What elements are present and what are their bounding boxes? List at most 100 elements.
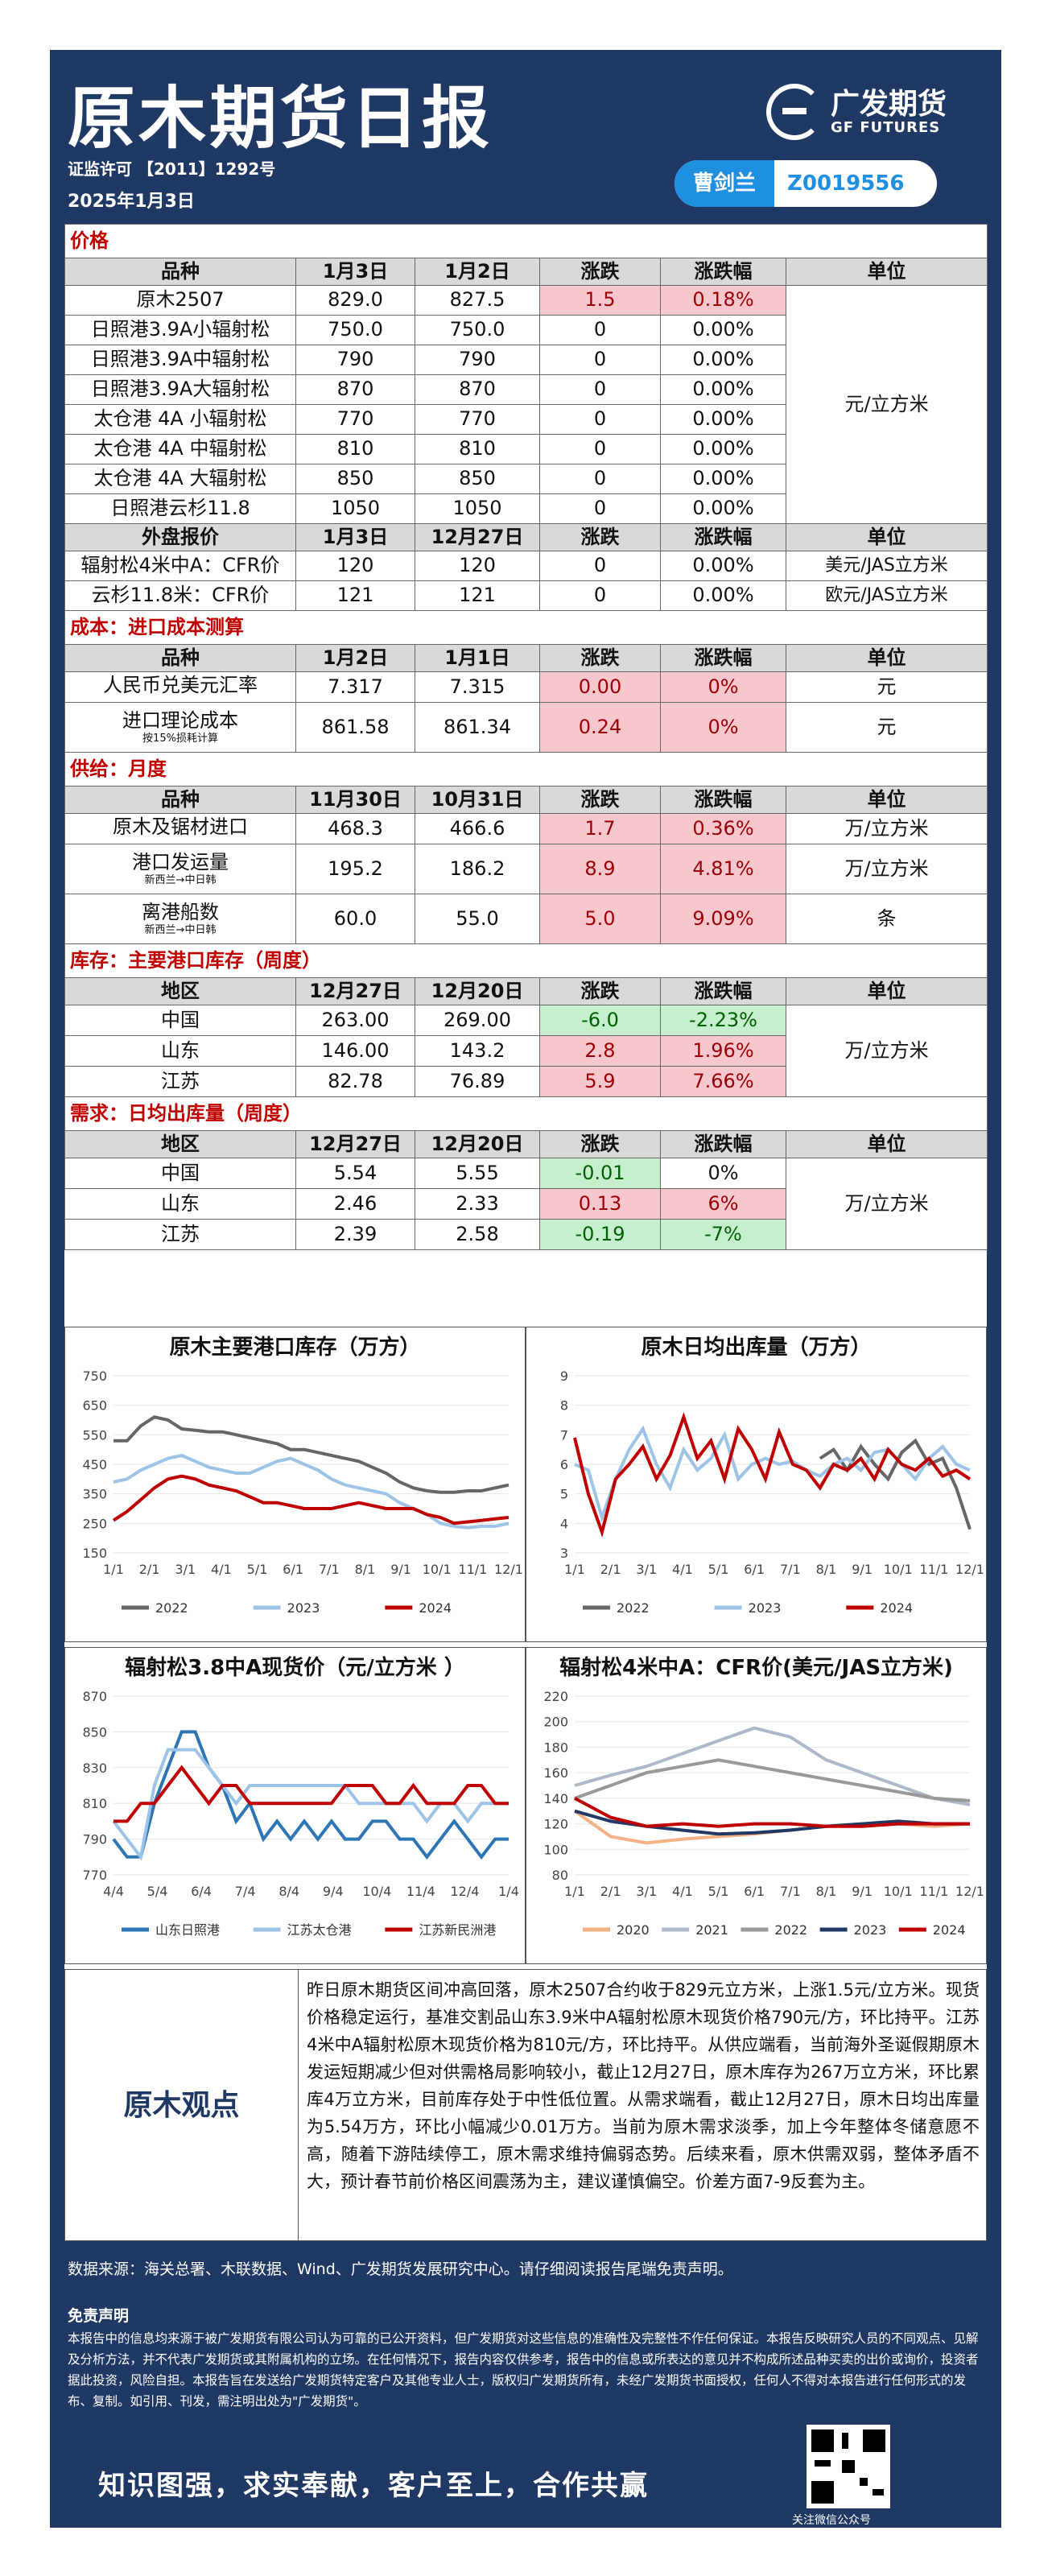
table-cell: 55.0 [415, 894, 540, 944]
analyst-id: Z0019556 [787, 171, 905, 196]
table-header-row: 品种 11月30日 10月31日 涨跌 涨跌幅 单位 [64, 786, 988, 814]
table-cell: 0.00% [660, 580, 786, 611]
table-cell: 0.00% [660, 493, 786, 524]
table-cell: 0.00% [660, 464, 786, 494]
x-tick-label: 2/1 [139, 1562, 160, 1577]
table-cell: 港口发运量 新西兰→中日韩 [64, 844, 296, 894]
chart-daily-outbound: 原木日均出库量（万方） 3 4 5 6 7 8 9 1/1 2/1 3/1 4/1 5/1 6/1 7/1… [526, 1327, 987, 1642]
x-tick-label: 6/1 [744, 1884, 765, 1899]
table-row: 中国 5.54 5.55 -0.01 0% 万/立方米 [64, 1158, 988, 1250]
x-tick-label: 11/1 [919, 1884, 948, 1899]
table-cell: 2.46 [295, 1188, 415, 1220]
table-cell: 143.2 [415, 1035, 540, 1067]
table-cell: 861.34 [415, 702, 540, 753]
table-cell: 离港船数 新西兰→中日韩 [64, 894, 296, 944]
section-header-row: 价格 [64, 224, 988, 258]
x-tick-label: 1/1 [103, 1562, 124, 1577]
y-tick-label: 450 [82, 1457, 107, 1472]
y-tick-label: 80 [552, 1868, 568, 1883]
table-cell: 0.00% [660, 374, 786, 405]
x-tick-label: 8/1 [816, 1884, 837, 1899]
y-tick-label: 4 [560, 1516, 568, 1531]
table-cell: 0.18% [660, 285, 786, 316]
table-cell: 468.3 [295, 813, 415, 844]
table-cell: 品种 [64, 258, 296, 286]
table-cell: 万/立方米 [785, 844, 988, 894]
legend-label: 江苏新民洲港 [419, 1922, 496, 1938]
table-header-row: 外盘报价 1月3日 12月27日 涨跌 涨跌幅 单位 [64, 523, 988, 551]
table-cell: 770 [295, 404, 415, 435]
table-cell: 2.39 [295, 1219, 415, 1250]
table-cell: 2.58 [415, 1219, 540, 1250]
table-cell: 0 [539, 551, 661, 581]
table-cell: 0.13 [539, 1188, 661, 1220]
table-cell: 0 [539, 493, 661, 524]
table-cell: 0 [539, 374, 661, 405]
table-cell: 涨跌幅 [660, 786, 786, 814]
table-cell: 9.09% [660, 894, 786, 944]
x-tick-label: 8/4 [278, 1884, 299, 1899]
x-tick-label: 5/1 [708, 1884, 729, 1899]
series-line-山东日照港 [112, 1730, 509, 1860]
series-line-2024 [574, 1797, 970, 1828]
table-row: 港口发运量 新西兰→中日韩 195.2 186.2 8.9 4.81% 万/立方米 [64, 844, 988, 894]
table-cell: 0.00% [660, 551, 786, 581]
table-cell: 121 [295, 580, 415, 611]
table-row: 太仓港 4A 小辐射松 770 770 0 0.00% [64, 404, 988, 435]
x-tick-label: 11/4 [406, 1884, 435, 1899]
table-cell: 单位 [785, 258, 988, 286]
x-tick-label: 11/1 [919, 1562, 948, 1577]
table-header-row: 品种 1月2日 1月1日 涨跌 涨跌幅 单位 [64, 644, 988, 672]
table-cell: 0.36% [660, 813, 786, 844]
table-cell: 11月30日 [295, 786, 415, 814]
y-tick-label: 160 [543, 1765, 568, 1781]
x-tick-label: 1/4 [498, 1884, 519, 1899]
table-cell: 0.00 [539, 671, 661, 703]
report-date: 2025年1月3日 [68, 192, 195, 212]
legend-label: 2024 [880, 1600, 913, 1616]
x-tick-label: 10/1 [423, 1562, 452, 1577]
table-cell: 2.8 [539, 1035, 661, 1067]
gf-futures-logo: 广发期货 GF FUTURES [766, 74, 976, 163]
table-cell: 120 [295, 551, 415, 581]
section-header-row: 库存：主要港口库存（周度） [64, 943, 988, 978]
section-title: 供给：月度 [64, 752, 988, 786]
y-tick-label: 350 [82, 1487, 107, 1502]
x-tick-label: 3/1 [636, 1562, 657, 1577]
table-row: 日照港云杉11.8 1050 1050 0 0.00% [64, 493, 988, 524]
report-page: 原木期货日报 广发期货 GF FUTURES 证监许可 【2011】1292号 … [50, 50, 1001, 2528]
table-cell: 8.9 [539, 844, 661, 894]
table-cell: 品种 [64, 786, 296, 814]
table-cell: 江苏 [64, 1219, 296, 1250]
series-line-2022 [113, 1415, 509, 1494]
table-cell: 原木及锯材进口 [64, 813, 296, 844]
chart-plot: 770 790 810 830 850 870 4/4 5/4 6/4 7/4 8/4 9/4 10/4… [82, 1689, 519, 1938]
table-cell: 涨跌幅 [660, 644, 786, 672]
unit-cell: 万/立方米 [785, 1005, 988, 1097]
x-tick-label: 9/1 [852, 1562, 873, 1577]
analyst-badge: 曹剑兰 Z0019556 [675, 160, 937, 207]
table-row: 离港船数 新西兰→中日韩 60.0 55.0 5.0 9.09% 条 [64, 894, 988, 944]
table-cell: 12月27日 [415, 523, 540, 551]
x-tick-label: 7/1 [780, 1884, 801, 1899]
chart-title: 原木日均出库量（万方） [641, 1335, 872, 1360]
table-cell: 单位 [785, 644, 988, 672]
table-row: 江苏 82.78 76.89 5.9 7.66% [64, 1066, 988, 1097]
table-cell: 269.00 [415, 1005, 540, 1036]
legend-label: 2023 [854, 1922, 887, 1938]
table-cell: 单位 [785, 523, 988, 551]
series-line-江苏新民洲港 [113, 1765, 509, 1823]
y-tick-label: 200 [543, 1715, 568, 1730]
x-tick-label: 12/1 [955, 1884, 984, 1899]
view-label: 原木观点 [65, 1970, 299, 2242]
y-tick-label: 9 [560, 1368, 568, 1384]
x-tick-label: 10/1 [884, 1884, 913, 1899]
table-header-row: 地区 12月27日 12月20日 涨跌 涨跌幅 单位 [64, 977, 988, 1005]
y-tick-label: 790 [82, 1832, 107, 1847]
table-cell: 146.00 [295, 1035, 415, 1067]
y-tick-label: 7 [560, 1427, 568, 1443]
data-source: 数据来源：海关总署、木联数据、Wind、广发期货发展研究中心。请仔细阅读报告尾端… [68, 2260, 733, 2278]
y-tick-label: 100 [543, 1842, 568, 1857]
table-row: 原木及锯材进口 468.3 466.6 1.7 0.36% 万/立方米 [64, 813, 988, 844]
table-row: 江苏 2.39 2.58 -0.19 -7% [64, 1219, 988, 1250]
